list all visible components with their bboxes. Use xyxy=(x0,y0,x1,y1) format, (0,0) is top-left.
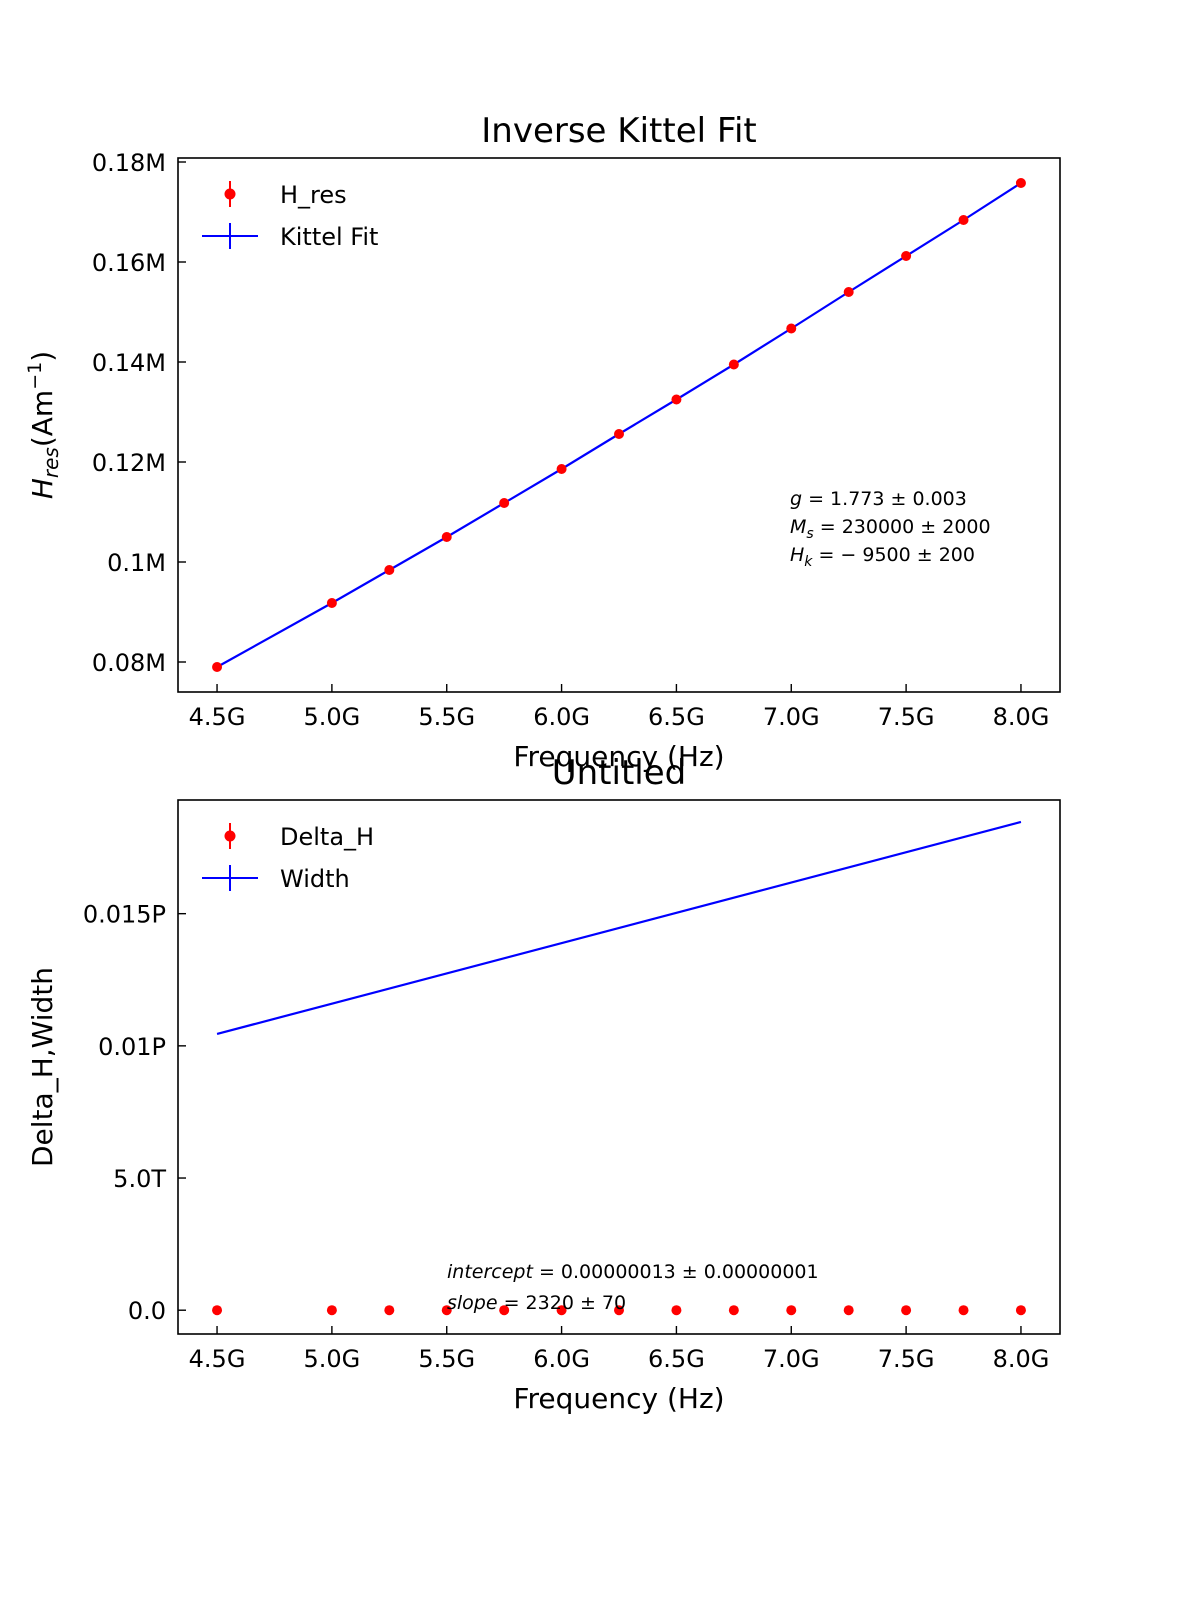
y-axis-label: Delta_H,Width xyxy=(26,967,59,1167)
legend: Delta_H Width xyxy=(202,823,374,893)
data-point xyxy=(384,565,395,575)
data-point xyxy=(556,464,567,474)
data-point xyxy=(843,1305,854,1316)
data-point xyxy=(786,323,797,334)
y-tick-label: 5.0T xyxy=(113,1165,166,1193)
data-point xyxy=(499,498,510,508)
data-point xyxy=(901,1305,912,1316)
x-tick-label: 7.0G xyxy=(763,703,820,731)
data-point xyxy=(671,394,682,405)
series-points-h-res xyxy=(212,178,1026,672)
legend-marker-point xyxy=(224,830,236,842)
y-tick-label: 0.14M xyxy=(92,349,166,377)
x-tick-label: 7.5G xyxy=(878,1345,935,1373)
chart-title: Untitled xyxy=(552,753,687,793)
annotation-line: Ms = 230000 ± 2000 xyxy=(790,516,991,542)
data-point xyxy=(843,287,854,297)
data-point xyxy=(212,1305,223,1316)
x-tick-label: 6.0G xyxy=(533,1345,590,1373)
legend-label: Delta_H xyxy=(280,823,374,851)
chart-title: Inverse Kittel Fit xyxy=(481,111,756,151)
data-point xyxy=(728,1305,739,1316)
data-point xyxy=(728,359,739,370)
y-tick-label: 0.12M xyxy=(92,449,166,477)
y-axis-label: Hres(Am−1) xyxy=(24,351,63,499)
annotation-line: g = 1.773 ± 0.003 xyxy=(790,488,967,510)
y-tick-label: 0.08M xyxy=(92,649,166,677)
x-tick-label: 6.5G xyxy=(648,1345,705,1373)
legend-label: Width xyxy=(280,865,350,893)
data-point xyxy=(1015,178,1026,188)
plot-frame xyxy=(177,799,1061,1335)
chart-1: Inverse Kittel Fit 4.5G 5.0G 5.5G 6.0G 6.5G 7.… xyxy=(24,111,1061,773)
y-tick-label: 0.16M xyxy=(92,249,166,277)
data-point xyxy=(901,251,912,261)
x-axis-label: Frequency (Hz) xyxy=(513,740,724,773)
y-tick-label: 0.0 xyxy=(128,1297,166,1325)
legend: H_res Kittel Fit xyxy=(202,181,378,251)
x-tick-label: 4.5G xyxy=(189,703,246,731)
x-tick-label: 8.0G xyxy=(993,703,1050,731)
data-point xyxy=(958,215,969,225)
data-point xyxy=(384,1305,395,1316)
data-point xyxy=(958,1305,969,1316)
series-line-kittel-fit xyxy=(216,182,1022,668)
plot-frame xyxy=(177,157,1061,693)
data-point xyxy=(614,1305,624,1316)
x-tick-label: 5.0G xyxy=(304,703,361,731)
legend-label: H_res xyxy=(280,181,347,209)
data-point xyxy=(326,598,337,608)
x-tick-label: 4.5G xyxy=(189,1345,246,1373)
y-tick-label: 0.015P xyxy=(83,901,166,929)
y-tick-label: 0.1M xyxy=(107,549,166,577)
x-axis-label: Frequency (Hz) xyxy=(513,1382,724,1415)
series-line-width xyxy=(216,820,1022,1036)
x-tick-label: 7.5G xyxy=(878,703,935,731)
annotation-line: intercept = 0.00000013 ± 0.00000001 xyxy=(447,1261,819,1283)
data-point xyxy=(441,1305,452,1316)
data-point xyxy=(1015,1305,1026,1316)
data-point xyxy=(556,1305,567,1316)
annotation-line: slope = 2320 ± 70 xyxy=(447,1292,626,1314)
x-tick-label: 5.5G xyxy=(418,703,475,731)
data-point xyxy=(786,1305,797,1316)
x-tick-label: 5.0G xyxy=(304,1345,361,1373)
data-point xyxy=(614,429,624,439)
x-tick-label: 8.0G xyxy=(993,1345,1050,1373)
data-point xyxy=(212,662,223,672)
x-tick-label: 7.0G xyxy=(763,1345,820,1373)
y-tick-label: 0.18M xyxy=(92,149,166,177)
chart-2: Untitled 4.5G 5.0G 5.5G 6.0G 6.5G 7.0G 7.5G 8.0G… xyxy=(26,753,1061,1415)
legend-marker-point xyxy=(224,188,236,200)
y-tick-label: 0.01P xyxy=(98,1033,166,1061)
data-point xyxy=(499,1305,510,1316)
x-tick-label: 6.0G xyxy=(533,703,590,731)
data-point xyxy=(326,1305,337,1316)
annotation-line: Hk = − 9500 ± 200 xyxy=(790,544,975,570)
data-point xyxy=(441,532,452,542)
data-point xyxy=(671,1305,682,1316)
x-tick-label: 6.5G xyxy=(648,703,705,731)
legend-label: Kittel Fit xyxy=(280,223,378,251)
fit-annotation: intercept = 0.00000013 ± 0.00000001 slope… xyxy=(447,1261,819,1314)
x-tick-label: 5.5G xyxy=(418,1345,475,1373)
series-points-delta-h xyxy=(212,1305,1026,1316)
